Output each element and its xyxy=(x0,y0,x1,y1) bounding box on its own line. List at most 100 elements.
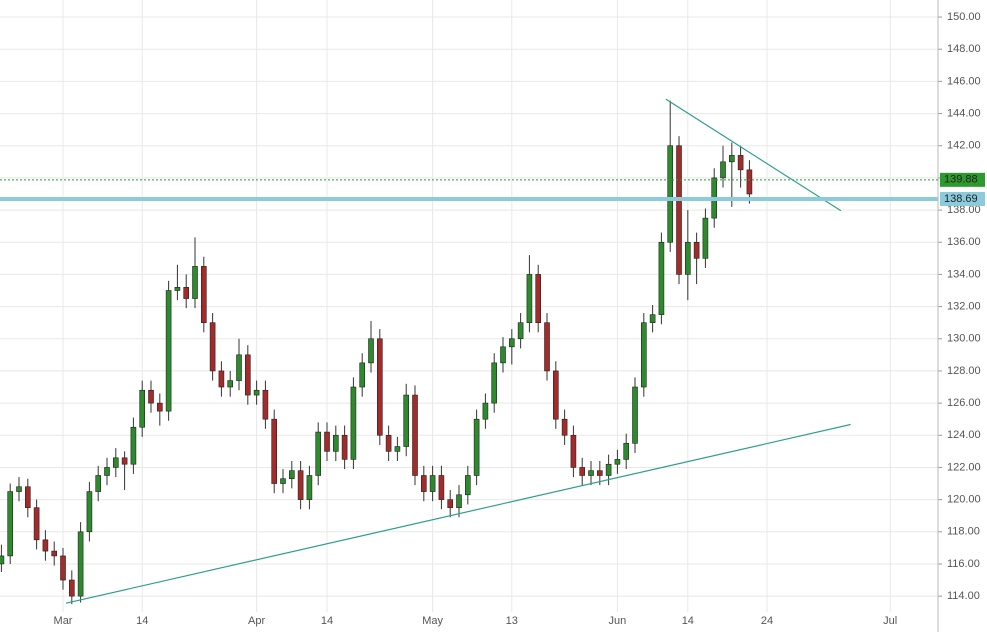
candle-body xyxy=(702,217,709,259)
candle-body xyxy=(535,274,542,323)
candle-body xyxy=(130,426,137,465)
candle-body xyxy=(385,434,392,452)
candle-body xyxy=(33,507,40,541)
x-tick-label: Jun xyxy=(609,615,627,627)
y-tick-label: 118.00 xyxy=(947,526,980,538)
candle-body xyxy=(570,434,577,468)
candle-body xyxy=(280,478,286,484)
y-tick-label: 120.00 xyxy=(947,494,981,506)
candle-body xyxy=(632,386,638,444)
candle-body xyxy=(0,555,5,565)
candle-body xyxy=(324,431,330,452)
y-tick-label: 122.00 xyxy=(947,461,981,473)
trend-line xyxy=(65,423,851,604)
candle-body xyxy=(693,241,700,259)
candle-body xyxy=(297,470,304,500)
candle-body xyxy=(676,145,682,275)
candle-body xyxy=(658,241,665,315)
y-tick-label: 132.00 xyxy=(947,300,981,312)
y-tick-label: 126.00 xyxy=(947,397,981,409)
candle-body xyxy=(341,434,348,460)
y-tick-label: 148.00 xyxy=(947,43,981,55)
y-tick-label: 142.00 xyxy=(947,140,981,152)
x-tick-label: 14 xyxy=(321,615,333,627)
price-label-box xyxy=(940,191,985,206)
candle-body xyxy=(412,394,418,476)
candle-body xyxy=(623,443,630,460)
candle-body xyxy=(60,555,66,581)
candle-body xyxy=(394,446,401,452)
candle-body xyxy=(359,362,366,388)
candle-body xyxy=(209,322,216,372)
candle-body xyxy=(447,499,454,508)
candle-body xyxy=(16,486,22,492)
x-tick-label: Apr xyxy=(248,615,265,627)
candle-body xyxy=(350,386,357,460)
candle-body xyxy=(614,459,621,465)
y-tick-label: 128.00 xyxy=(947,365,981,377)
candle-body xyxy=(174,286,181,291)
trend-line xyxy=(665,98,842,212)
candle-body xyxy=(333,434,339,452)
candle-body xyxy=(605,463,612,476)
candle-body xyxy=(218,370,225,388)
x-tick-label: Jul xyxy=(883,615,897,627)
x-tick-label: Mar xyxy=(54,615,73,627)
candle-body xyxy=(271,418,278,484)
candle-body xyxy=(104,467,110,476)
candle-body xyxy=(227,380,234,388)
y-tick-label: 136.00 xyxy=(947,236,981,248)
candle-body xyxy=(526,274,533,323)
candle-body xyxy=(262,389,269,420)
candle-body xyxy=(649,314,656,323)
candle-body xyxy=(482,402,489,420)
candle-body xyxy=(456,494,462,508)
candle-body xyxy=(720,161,726,179)
candle-body xyxy=(729,155,735,163)
candle-body xyxy=(368,338,374,364)
candle-body xyxy=(201,266,207,323)
candle-body xyxy=(544,322,550,372)
candle-body xyxy=(500,346,506,364)
y-tick-label: 134.00 xyxy=(947,268,981,280)
x-tick-label: 14 xyxy=(136,615,148,627)
y-tick-label: 116.00 xyxy=(947,558,980,570)
candle-body xyxy=(579,467,586,476)
candle-body xyxy=(289,470,295,480)
candle-body xyxy=(403,394,410,447)
price-label-box xyxy=(940,172,985,187)
x-tick-label: May xyxy=(422,615,443,627)
candle-body xyxy=(597,470,603,476)
candle-body xyxy=(377,338,383,436)
candle-body xyxy=(86,491,93,533)
candle-body xyxy=(491,362,498,404)
y-tick-label: 114.00 xyxy=(947,590,980,602)
candle-body xyxy=(465,475,471,496)
x-tick-label: 13 xyxy=(506,615,518,627)
candle-body xyxy=(553,370,559,420)
candle-body xyxy=(148,389,154,404)
y-tick-label: 144.00 xyxy=(947,107,981,119)
candle-body xyxy=(421,475,427,492)
candle-body xyxy=(183,286,190,299)
candle-body xyxy=(429,475,436,492)
candle-body xyxy=(165,290,172,412)
candle-body xyxy=(7,491,14,557)
y-tick-label: 146.00 xyxy=(947,75,981,87)
candle-body xyxy=(236,354,242,381)
candle-body xyxy=(588,470,594,476)
candle-body xyxy=(509,338,515,348)
candle-body xyxy=(245,354,251,396)
candle-body xyxy=(77,531,84,597)
price-label: 139.88 xyxy=(944,174,978,186)
candle-body xyxy=(95,475,102,492)
candle-body xyxy=(517,322,524,340)
candle-body xyxy=(438,475,445,500)
candle-body xyxy=(667,145,674,243)
candle-body xyxy=(69,579,75,597)
x-tick-label: 24 xyxy=(761,615,773,627)
candle-body xyxy=(192,266,198,299)
candle-body xyxy=(746,169,753,195)
candle-body xyxy=(737,155,744,171)
